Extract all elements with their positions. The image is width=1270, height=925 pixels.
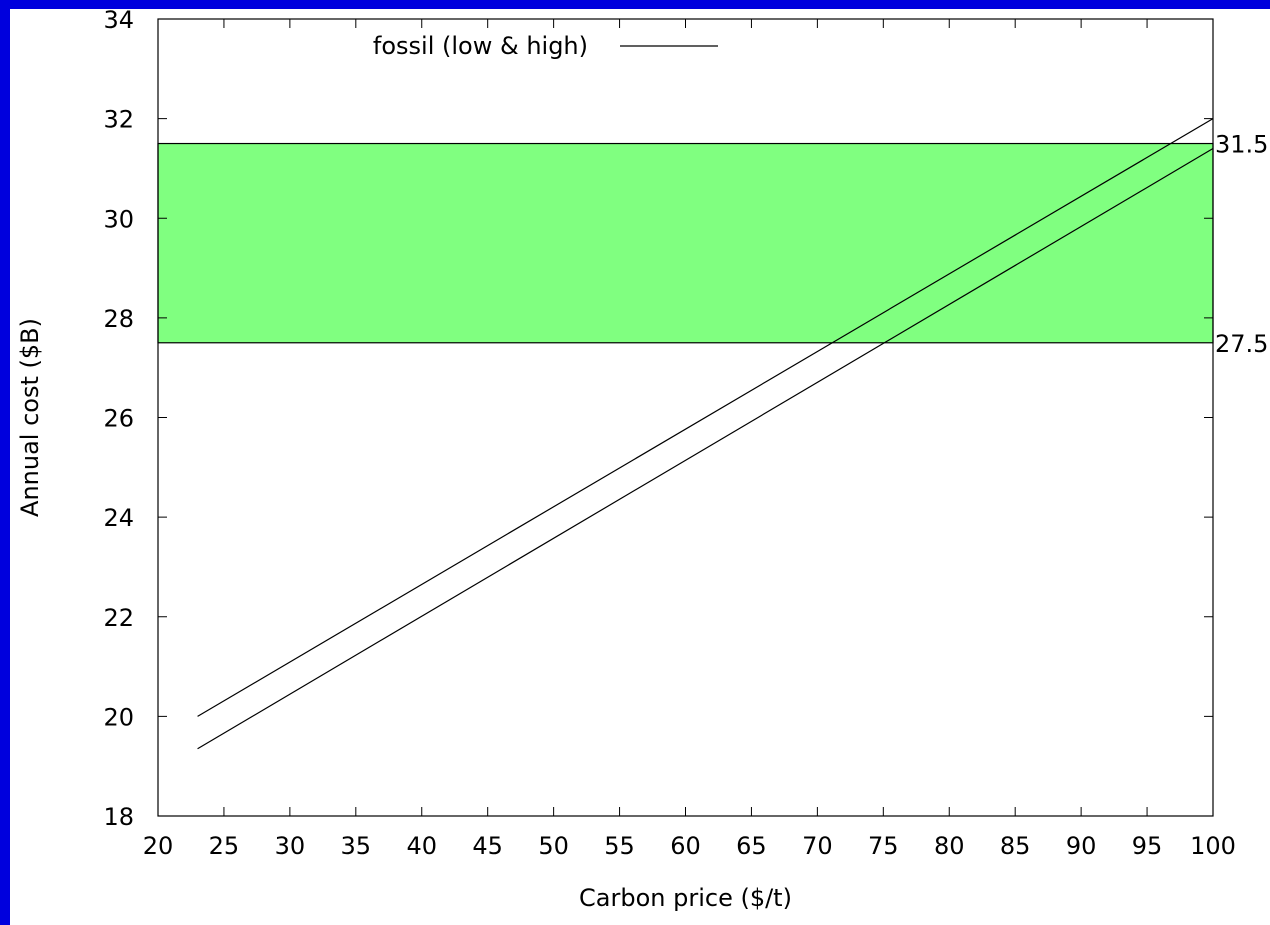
x-tick-label: 55 [604, 832, 635, 860]
x-tick-label: 75 [868, 832, 899, 860]
band-low-label: 27.5 [1215, 330, 1268, 358]
x-tick-label: 70 [802, 832, 833, 860]
x-tick-label: 40 [406, 832, 437, 860]
y-tick-label: 22 [103, 604, 134, 632]
y-axis-label: Annual cost ($B) [16, 318, 44, 517]
y-tick-label: 18 [103, 803, 134, 831]
x-tick-label: 30 [275, 832, 306, 860]
x-tick-label: 35 [341, 832, 372, 860]
x-tick-label: 90 [1066, 832, 1097, 860]
y-tick-label: 34 [103, 6, 134, 34]
x-tick-label: 65 [736, 832, 767, 860]
target-band [157, 142, 1214, 344]
x-tick-label: 50 [538, 832, 569, 860]
x-tick-label: 80 [934, 832, 965, 860]
y-tick-label: 20 [103, 703, 134, 731]
x-tick-label: 85 [1000, 832, 1031, 860]
legend-label: fossil (low & high) [373, 32, 588, 60]
y-tick-label: 30 [103, 205, 134, 233]
x-tick-label: 60 [670, 832, 701, 860]
x-axis-label: Carbon price ($/t) [579, 884, 792, 912]
tick-layer: 20 25 30 35 40 45 50 55 60 65 70 75 80 85 90 95 100 18 20 2… [103, 6, 1235, 860]
x-tick-label: 45 [472, 832, 503, 860]
band-high-label: 31.5 [1215, 131, 1268, 159]
series-line-2 [197, 147, 1214, 750]
x-tick-label: 20 [143, 832, 174, 860]
x-tick-label: 100 [1190, 832, 1236, 860]
series-layer [197, 118, 1214, 750]
x-tick-label: 95 [1132, 832, 1163, 860]
series-line-1 [197, 118, 1214, 717]
y-tick-label: 28 [103, 305, 134, 333]
y-tick-label: 24 [103, 504, 134, 532]
y-tick-label: 26 [103, 405, 134, 433]
y-tick-label: 32 [103, 106, 134, 134]
x-tick-label: 25 [209, 832, 240, 860]
plot-frame [157, 18, 1214, 817]
